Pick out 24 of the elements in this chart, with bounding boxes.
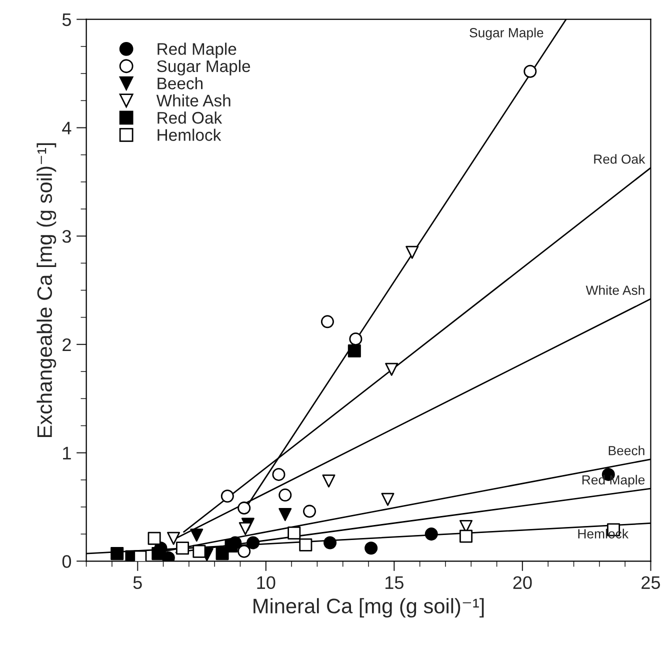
y-tick-label: 4 [62,122,72,134]
legend-label: White Ash [156,94,230,107]
series-label: Red Oak [594,154,646,164]
x-axis-title: Mineral Ca [mg (g soil)⁻¹] [254,598,484,618]
y-tick-label: 1 [63,446,71,460]
y-tick-label: 2 [62,338,71,351]
series-label: White Ash [586,285,644,295]
legend-label: Red Oak [158,111,222,124]
series-label: Sugar Maple [470,28,544,40]
y-tick-label: 5 [62,13,71,26]
x-tick-label: 25 [642,576,660,589]
y-tick-label: 0 [62,555,72,568]
legend-label: Beech [158,77,202,90]
y-axis-title: Exchangeable Ca [mg (g soil)⁻¹] [36,143,56,438]
legend-label: Hemlock [158,128,222,141]
y-tick-label: 3 [62,230,71,243]
x-tick-label: 20 [513,576,532,589]
legend-label: Sugar Maple [157,60,250,76]
series-label: Red Maple [582,474,645,488]
legend-label: Red Maple [158,42,236,58]
x-tick-label: 10 [257,576,276,589]
x-tick-label: 5 [133,576,142,589]
series-label: Beech [608,446,644,456]
x-tick-label: 15 [386,576,404,589]
